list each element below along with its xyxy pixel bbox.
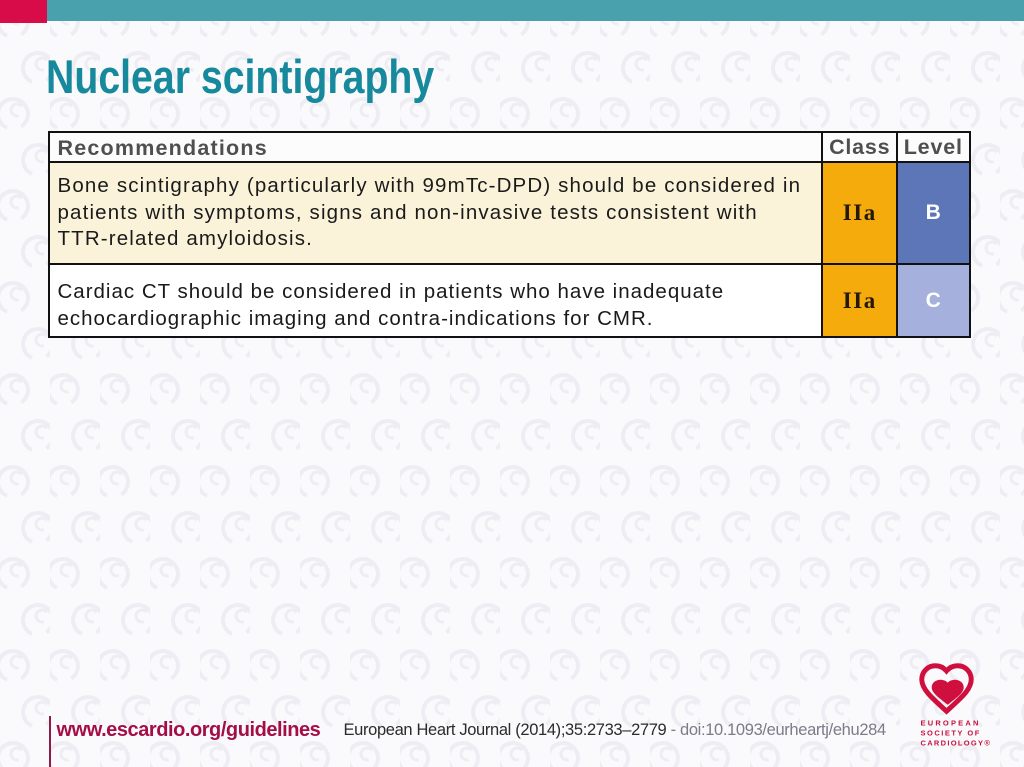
svg-text:CARDIOLOGY®: CARDIOLOGY® [921,739,992,748]
svg-text:SOCIETY OF: SOCIETY OF [921,729,981,738]
svg-text:EUROPEAN: EUROPEAN [921,719,981,728]
